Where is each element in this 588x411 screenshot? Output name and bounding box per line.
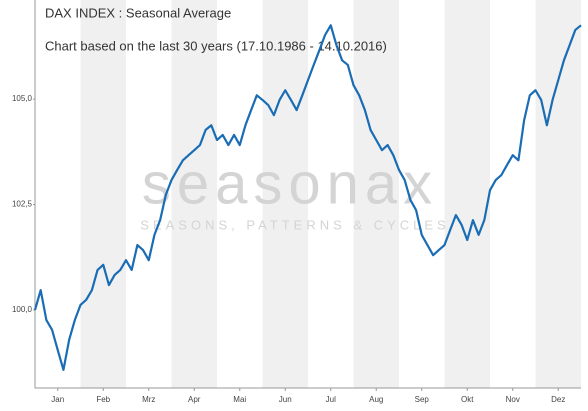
month-band [353, 0, 399, 388]
chart-title: DAX INDEX : Seasonal Average [45, 5, 231, 20]
x-tick-label: Mai [233, 395, 246, 404]
x-tick-label: Dez [551, 395, 565, 404]
line-series [33, 24, 582, 371]
x-tick-label: Mrz [142, 395, 155, 404]
watermark: seasonax [142, 151, 438, 216]
x-tick-label: Feb [96, 395, 110, 404]
x-tick-label: Nov [506, 395, 520, 404]
x-tick-label: Okt [461, 395, 474, 404]
month-band [535, 0, 581, 388]
month-band [80, 0, 126, 388]
x-tick-label: Jan [51, 395, 64, 404]
month-band [262, 0, 308, 388]
y-tick-label: 102,5 [12, 200, 33, 209]
month-band [171, 0, 217, 388]
x-tick-label: Apr [188, 395, 201, 404]
chart-subtitle: Chart based on the last 30 years (17.10.… [45, 38, 387, 53]
x-tick-label: Sep [415, 395, 430, 404]
watermark-tagline: SEASONS, PATTERNS & CYCLES [140, 217, 449, 232]
y-tick-label: 105,0 [12, 94, 33, 103]
x-tick-label: Jul [326, 395, 336, 404]
x-tick-label: Aug [369, 395, 383, 404]
x-tick-label: Jun [279, 395, 292, 404]
background [34, 0, 581, 389]
y-tick-label: 100,0 [12, 305, 33, 314]
month-band [444, 0, 490, 388]
